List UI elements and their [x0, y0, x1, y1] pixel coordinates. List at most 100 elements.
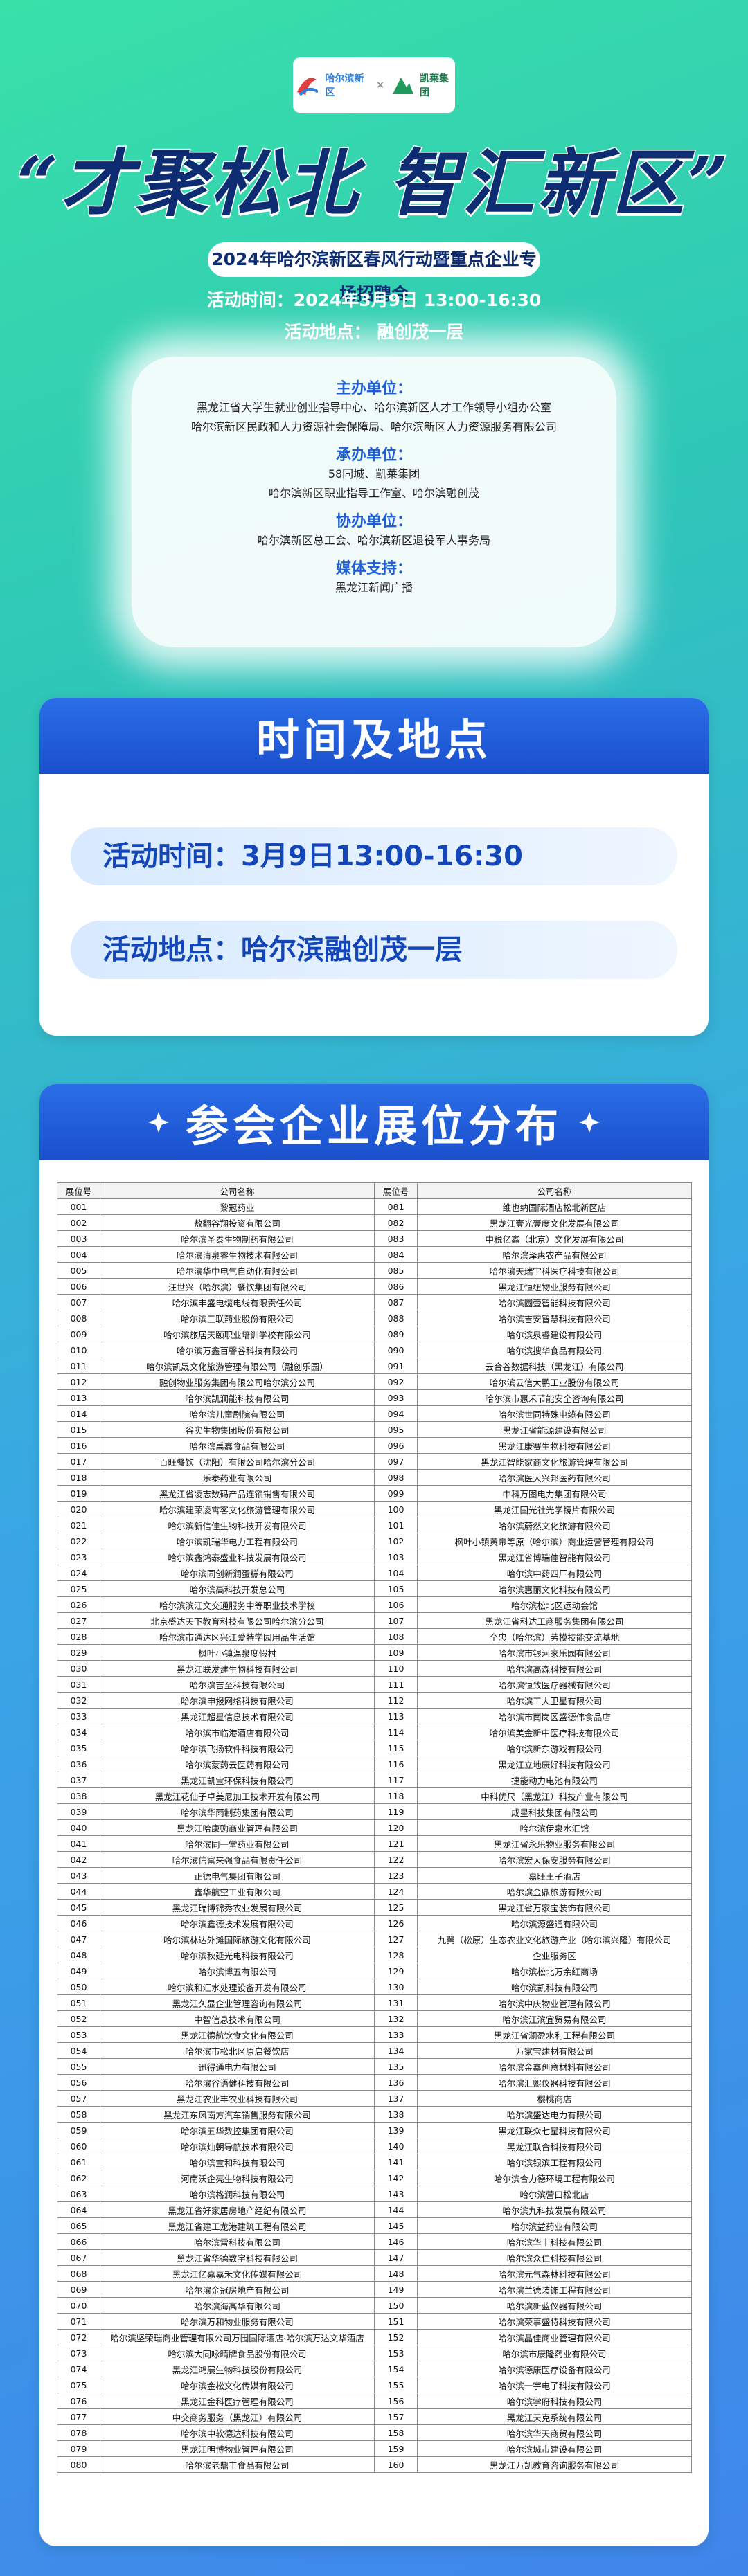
- table-row: 039 哈尔滨华雨制药集团有限公司 119 成星科技集团有限公司: [57, 1803, 692, 1820]
- table-row: 069 哈尔滨金冠房地产有限公司 149 哈尔滨兰德装饰工程有限公司: [57, 2281, 692, 2298]
- booth-number: 012: [57, 1373, 100, 1390]
- table-row: 054 哈尔滨市松北区原启餐饮店 134 万家宝建材有限公司: [57, 2042, 692, 2059]
- booth-number: 037: [57, 1772, 100, 1788]
- booth-number: 088: [374, 1310, 418, 1326]
- table-row: 013 哈尔滨凯润能科技有限公司 093 哈尔滨市惠禾节能安全咨询有限公司: [57, 1389, 692, 1406]
- company-name: 黑龙江德航饮食文化有限公司: [100, 2026, 375, 2043]
- company-name: 哈尔滨吉至科技有限公司: [100, 1676, 375, 1693]
- booth-number: 152: [374, 2329, 418, 2345]
- company-name: 哈尔滨高森科技有限公司: [417, 1660, 692, 1677]
- section-title: 参会企业展位分布: [185, 1101, 562, 1151]
- company-name: 哈尔滨三联药业股份有限公司: [100, 1310, 375, 1326]
- company-name: 哈尔滨飞扬软件科技有限公司: [100, 1740, 375, 1756]
- company-name: 黑龙江省博瑞佳智能有限公司: [417, 1549, 692, 1565]
- company-name: 哈尔滨兰德装饰工程有限公司: [417, 2281, 692, 2298]
- main-title: “才聚松北 智汇新区”: [16, 140, 731, 227]
- company-name: 哈尔滨鑫鸿泰盛业科技发展有限公司: [100, 1549, 375, 1565]
- company-name: 黑龙江鸿展生物科技股份有限公司: [100, 2361, 375, 2377]
- booth-number: 130: [374, 1979, 418, 1995]
- company-name: 哈尔滨蔚然文化旅游有限公司: [417, 1517, 692, 1533]
- booth-number: 098: [374, 1469, 418, 1486]
- booth-number: 124: [374, 1883, 418, 1900]
- booth-number: 065: [57, 2217, 100, 2234]
- table-row: 044 鑫华航空工业有限公司 124 哈尔滨金鼎旅游有限公司: [57, 1883, 692, 1900]
- company-name: 哈尔滨同创新润蛋糕有限公司: [100, 1565, 375, 1581]
- booth-number: 100: [374, 1501, 418, 1517]
- company-name: 黑龙江立地康好科技有限公司: [417, 1756, 692, 1772]
- booth-number: 090: [374, 1342, 418, 1358]
- company-name: 黑龙江瑞博锦秀农业发展有限公司: [100, 1899, 375, 1916]
- company-name: 中科万图电力集团有限公司: [417, 1485, 692, 1502]
- booth-number: 118: [374, 1787, 418, 1804]
- booth-number: 122: [374, 1851, 418, 1868]
- company-name: 哈尔滨泉睿建设有限公司: [417, 1326, 692, 1342]
- booth-number: 145: [374, 2217, 418, 2234]
- booth-number: 024: [57, 1565, 100, 1581]
- booth-number: 033: [57, 1708, 100, 1724]
- company-name: 哈尔滨云信大鹏工业股份有限公司: [417, 1373, 692, 1390]
- booth-number: 141: [374, 2154, 418, 2170]
- booth-number: 083: [374, 1230, 418, 1247]
- booth-number: 136: [374, 2074, 418, 2091]
- table-row: 001 黎冠药业 081 维也纳国际酒店松北新区店: [57, 1198, 692, 1215]
- table-row: 034 哈尔滨市临港酒店有限公司 114 哈尔滨美金新中医疗科技有限公司: [57, 1724, 692, 1740]
- booth-number: 075: [57, 2377, 100, 2393]
- company-name: 哈尔滨金鑫创意材料有限公司: [417, 2058, 692, 2075]
- organizer-name: 哈尔滨新区民政和人力资源社会保障局、哈尔滨新区人力资源服务有限公司: [190, 420, 557, 433]
- booth-number: 069: [57, 2281, 100, 2298]
- booth-number: 036: [57, 1756, 100, 1772]
- company-name: 哈尔滨益药业有限公司: [417, 2217, 692, 2234]
- booth-table: 展位号 公司名称 展位号 公司名称 001 黎冠药业 081 维也纳国际酒店松北新区店 002 敖…: [57, 1182, 692, 2473]
- company-name: 乐泰药业有限公司: [100, 1469, 375, 1486]
- company-name: 哈尔滨万鑫百馨谷科技有限公司: [100, 1342, 375, 1358]
- company-name: 哈尔滨坚荣瑞商业管理有限公司万围国际酒店·哈尔滨万达文华酒店: [100, 2329, 375, 2345]
- booth-number: 057: [57, 2090, 100, 2107]
- company-name: 哈尔滨建荣凌霄客文化旅游管理有限公司: [100, 1501, 375, 1517]
- company-name: 哈尔滨儿童剧院有限公司: [100, 1405, 375, 1422]
- company-name: 哈尔滨信富来强食品有限责任公司: [100, 1851, 375, 1868]
- booth-number: 072: [57, 2329, 100, 2345]
- booth-number: 026: [57, 1596, 100, 1613]
- booth-number: 018: [57, 1469, 100, 1486]
- logo-cross: ×: [376, 80, 384, 91]
- company-name: 黑龙江哈康购商业管理有限公司: [100, 1819, 375, 1836]
- booth-number: 078: [57, 2424, 100, 2441]
- table-row: 078 哈尔滨中软德达科技有限公司 158 哈尔滨华天商贸有限公司: [57, 2424, 692, 2441]
- table-row: 007 哈尔滨丰盛电缆电线有限责任公司 087 哈尔滨圆壹智能科技有限公司: [57, 1294, 692, 1310]
- booth-number: 135: [374, 2058, 418, 2075]
- company-name: 黑龙江省华德数字科技有限公司: [100, 2249, 375, 2266]
- company-name: 黑龙江亿嘉嘉禾文化传媒有限公司: [100, 2265, 375, 2282]
- company-name: 哈尔滨众仁科技有限公司: [417, 2249, 692, 2266]
- company-name: 哈尔滨凯润能科技有限公司: [100, 1389, 375, 1406]
- company-name: 中科优尺（黑龙江）科技产业有限公司: [417, 1787, 692, 1804]
- booth-number: 106: [374, 1596, 418, 1613]
- booth-number: 110: [374, 1660, 418, 1677]
- company-name: 哈尔滨谷语健科技有限公司: [100, 2074, 375, 2091]
- company-name: 黑龙江久显企业管理咨询有限公司: [100, 1994, 375, 2011]
- booth-number: 142: [374, 2170, 418, 2186]
- table-row: 023 哈尔滨鑫鸿泰盛业科技发展有限公司 103 黑龙江省博瑞佳智能有限公司: [57, 1549, 692, 1565]
- company-name: 哈尔滨市松北区原启餐饮店: [100, 2042, 375, 2059]
- table-row: 063 哈尔滨格润科技有限公司 143 哈尔滨营口松北店: [57, 2186, 692, 2202]
- column-header: 公司名称: [100, 1182, 375, 1199]
- table-row: 020 哈尔滨建荣凌霄客文化旅游管理有限公司 100 黑龙江国光社光学镜片有限公司: [57, 1501, 692, 1517]
- booth-number: 105: [374, 1580, 418, 1597]
- table-row: 011 哈尔滨凯晟文化旅游管理有限公司（融创乐园） 091 云合谷数据科技（黑龙江）有…: [57, 1358, 692, 1374]
- company-name: 黑龙江省科达工商服务集团有限公司: [417, 1612, 692, 1629]
- table-row: 035 哈尔滨飞扬软件科技有限公司 115 哈尔滨新东游戏有限公司: [57, 1740, 692, 1756]
- booth-number: 074: [57, 2361, 100, 2377]
- company-name: 哈尔滨松北万余红商场: [417, 1963, 692, 1979]
- company-name: 哈尔滨恒致医疗器械有限公司: [417, 1676, 692, 1693]
- star-deco: [579, 1112, 600, 1133]
- company-name: 哈尔滨荣事盛特科技有限公司: [417, 2313, 692, 2330]
- event-time: 活动时间：2024年3月9日 13:00-16:30: [206, 290, 542, 310]
- booth-number: 094: [374, 1405, 418, 1422]
- company-name: 哈尔滨秋延光电科技有限公司: [100, 1947, 375, 1963]
- booth-number: 128: [374, 1947, 418, 1963]
- booth-number: 013: [57, 1389, 100, 1406]
- booth-number: 008: [57, 1310, 100, 1326]
- company-name: 哈尔滨盛达电力有限公司: [417, 2106, 692, 2123]
- company-name: 哈尔滨中药四厂有限公司: [417, 1565, 692, 1581]
- booth-number: 030: [57, 1660, 100, 1677]
- booth-number: 119: [374, 1803, 418, 1820]
